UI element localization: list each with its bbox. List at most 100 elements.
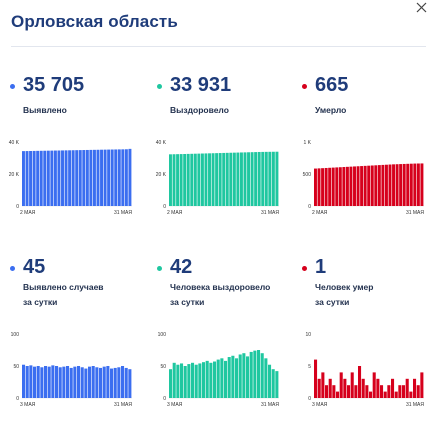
x-start-label: 2 МАЯ [312,210,328,216]
y-tick-label: 20 K [9,172,20,178]
chart-bar [106,366,110,398]
chart-bar [197,153,201,206]
chart-bar [229,152,233,206]
chart-bar [376,378,380,398]
chart-bar [253,350,257,398]
chart-bar [73,366,77,398]
chart-bar [110,149,114,206]
chart-bar [43,150,47,206]
chart-bar [194,364,198,398]
chart-detected: 40 K 20 K 02 МАЯ 31 МАЯ [9,140,133,216]
chart-bar [325,385,329,398]
chart-bar [36,366,40,398]
chart-bar [64,150,68,206]
page-title: Орловская область [11,12,178,31]
chart-bar [365,385,369,398]
x-start-label: 3 МАЯ [312,402,328,408]
chart-bar [353,166,356,206]
chart-bar [75,150,79,206]
chart-bar [198,363,202,398]
chart-bar [220,358,224,398]
chart-bar [25,151,29,206]
chart-bar [343,378,347,398]
chart-bar [213,361,217,398]
legend-dot-icon [10,266,15,271]
chart-bar [68,150,72,206]
stat-value: 35 705 [23,74,85,96]
chart-bar [113,367,117,398]
chart-bar [381,164,385,206]
chart-bar [275,371,279,398]
chart-bar [384,164,388,206]
chart-bar [95,367,99,398]
y-tick-label: 1 K [303,140,311,146]
chart-bar [275,151,279,206]
chart-bar [172,362,176,398]
chart-bar [338,167,342,206]
chart-bar [406,163,410,206]
chart-bar [250,152,254,206]
chart-bar [47,366,51,398]
chart-bar [360,166,364,206]
chart-bar [350,372,354,398]
close-icon[interactable] [416,2,427,13]
chart-bar [380,385,384,398]
chart-bar [367,165,371,206]
y-tick-label: 500 [303,172,312,178]
chart-bar [413,378,417,398]
y-tick-label: 0 [308,204,311,210]
chart-bar [78,150,82,206]
stat-panel-died_day: 1 Человек умер за сутки [300,252,430,442]
chart-bar [110,368,114,398]
chart-bar [180,363,184,398]
stat-panel-detected_day: 45 Выявлено случаев за сутки [8,252,140,442]
x-end-label: 31 МАЯ [406,210,424,216]
chart-recovered: 40 K 20 K 02 МАЯ 31 МАЯ [156,140,280,216]
chart-bar [191,362,195,398]
y-tick-label: 100 [158,332,167,338]
chart-bar [374,165,378,206]
chart-bar [39,150,43,206]
chart-bar [314,168,317,206]
chart-bar [246,356,250,398]
chart-bar [271,369,275,398]
chart-bar [328,167,332,206]
chart-bar [349,166,353,206]
legend-dot-icon [10,84,15,89]
chart-bar [40,367,44,398]
chart-bar [232,152,236,206]
chart-bar [388,164,392,206]
chart-bar [257,151,261,206]
chart-bar [61,150,64,206]
header-divider [11,46,426,47]
x-start-label: 2 МАЯ [167,210,183,216]
y-tick-label: 0 [163,396,166,402]
stat-panel-detected: 35 705 Выявлено [8,70,140,260]
chart-bar [317,378,321,398]
chart-bar [372,372,376,398]
chart-bar [183,154,187,206]
stat-caption: за сутки [170,297,205,307]
chart-bar [328,378,332,398]
chart-bar [117,149,121,206]
chart-bar [84,368,88,398]
chart-bar [239,152,243,206]
chart-bar [77,366,81,398]
chart-bar [22,364,26,398]
chart-bar [236,152,240,206]
legend-dot-icon [157,266,162,271]
chart-bar [336,391,340,398]
chart-bar [215,153,219,206]
chart-bar [268,151,272,206]
x-end-label: 31 МАЯ [114,210,132,216]
chart-bar [128,148,132,206]
chart-bar [29,365,33,398]
x-end-label: 31 МАЯ [261,210,279,216]
chart-bar [392,164,396,206]
x-end-label: 31 МАЯ [406,402,424,408]
stat-value: 665 [315,74,349,96]
y-tick-label: 0 [16,204,19,210]
chart-bar [243,152,247,206]
chart-bar [91,366,95,398]
chart-bar [190,153,194,206]
